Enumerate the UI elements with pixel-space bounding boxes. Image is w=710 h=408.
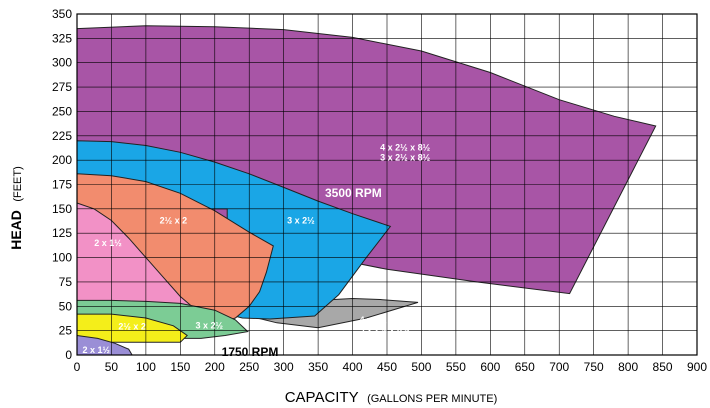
region-label-line: 2½ x 2 [160, 215, 188, 225]
region-label-2-half-x-2-1750-rpm: 2½ x 2 [118, 322, 146, 332]
x-tick-label-450: 450 [377, 360, 397, 374]
y-tick-label-325: 325 [52, 31, 72, 45]
x-tick-label-850: 850 [653, 360, 673, 374]
x-tick-label-200: 200 [205, 360, 225, 374]
y-tick-label-350: 350 [52, 7, 72, 21]
y-tick-label-75: 75 [59, 275, 73, 289]
y-tick-label-225: 225 [52, 129, 72, 143]
y-tick-label-300: 300 [52, 56, 72, 70]
x-axis-label: CAPACITY (GALLONS PER MINUTE) [285, 389, 498, 406]
x-tick-label-250: 250 [239, 360, 259, 374]
region-label-line: 2 x 1½ [83, 345, 111, 355]
region-label-line: 2 x 1½ [94, 238, 122, 248]
region-label-4-x-2-half-x-8-half-3-x-2-half-x-8-half-3500-rpm: 4 x 2½ x 8½ 3 x 2½ x 8½ [380, 142, 431, 162]
x-tick-label-700: 700 [549, 360, 569, 374]
region-label-line: 4 x 2½ x 8½ [359, 315, 410, 325]
region-label-3-x-2-half-3500-rpm: 3 x 2½ [287, 215, 315, 225]
x-tick-label-500: 500 [411, 360, 431, 374]
y-tick-label-50: 50 [59, 299, 73, 313]
x-tick-label-900: 900 [687, 360, 707, 374]
y-tick-label-250: 250 [52, 104, 72, 118]
rpm-label-1750-rpm: 1750 RPM [222, 345, 279, 359]
region-label-line: 3 x 2½ x 8½ [380, 152, 431, 162]
region-label-4-x-2-half-x-8-half-3-x-2-half-x-8-half-1750-rpm: 4 x 2½ x 8½ 3 x 2½ x 8½ [359, 315, 410, 335]
x-tick-label-300: 300 [274, 360, 294, 374]
x-tick-label-100: 100 [136, 360, 156, 374]
x-axis-ticks: 0 50 100 150 200 250 300 350 400 450 500 550 600 650 7… [74, 360, 708, 374]
x-tick-label-750: 750 [584, 360, 604, 374]
chart-grid [76, 13, 698, 356]
y-tick-label-125: 125 [52, 226, 72, 240]
x-tick-label-400: 400 [343, 360, 363, 374]
x-axis-label-main: CAPACITY [285, 389, 359, 406]
rpm-labels: 3500 RPM 1750 RPM [222, 186, 382, 359]
y-tick-label-25: 25 [59, 324, 73, 338]
region-label-line: 2½ x 2 [118, 322, 146, 332]
region-label-2-x-1-half-1750-rpm: 2 x 1½ [83, 345, 111, 355]
y-tick-label-100: 100 [52, 251, 72, 265]
y-axis-label-main: HEAD [8, 210, 24, 250]
region-labels: 4 x 2½ x 8½ 3 x 2½ x 8½4 x 2½ x 8½ 3 x 2½ … [83, 142, 431, 355]
x-tick-label-0: 0 [74, 360, 81, 374]
y-axis-label: HEAD (FEET) [8, 166, 25, 250]
plot-frame [76, 13, 698, 356]
y-tick-label-275: 275 [52, 80, 72, 94]
y-axis-label-unit: (FEET) [12, 166, 24, 201]
region-label-line: 3 x 2½ x 8½ [359, 325, 410, 335]
y-tick-label-0: 0 [65, 348, 72, 362]
y-tick-label-150: 150 [52, 202, 72, 216]
x-tick-label-50: 50 [105, 360, 119, 374]
x-axis-label-unit: (GALLONS PER MINUTE) [367, 393, 497, 405]
region-label-line: 3 x 2½ [195, 321, 223, 331]
x-tick-label-350: 350 [308, 360, 328, 374]
y-tick-label-175: 175 [52, 178, 72, 192]
region-label-2-x-1-half-3500-rpm: 2 x 1½ [94, 238, 122, 248]
region-label-line: 4 x 2½ x 8½ [380, 142, 431, 152]
x-tick-label-800: 800 [618, 360, 638, 374]
region-label-3-x-2-half-1750-rpm: 3 x 2½ [195, 321, 223, 331]
x-tick-label-550: 550 [446, 360, 466, 374]
rpm-label-3500-rpm: 3500 RPM [325, 186, 382, 200]
x-tick-label-150: 150 [170, 360, 190, 374]
region-label-2-half-x-2-3500-rpm: 2½ x 2 [160, 215, 188, 225]
x-tick-label-600: 600 [480, 360, 500, 374]
x-tick-label-650: 650 [515, 360, 535, 374]
y-axis-ticks: 0 25 50 75 100 125 150 175 200 225 250 275 300 325 350 [52, 7, 72, 362]
region-label-line: 3 x 2½ [287, 215, 315, 225]
y-tick-label-200: 200 [52, 153, 72, 167]
